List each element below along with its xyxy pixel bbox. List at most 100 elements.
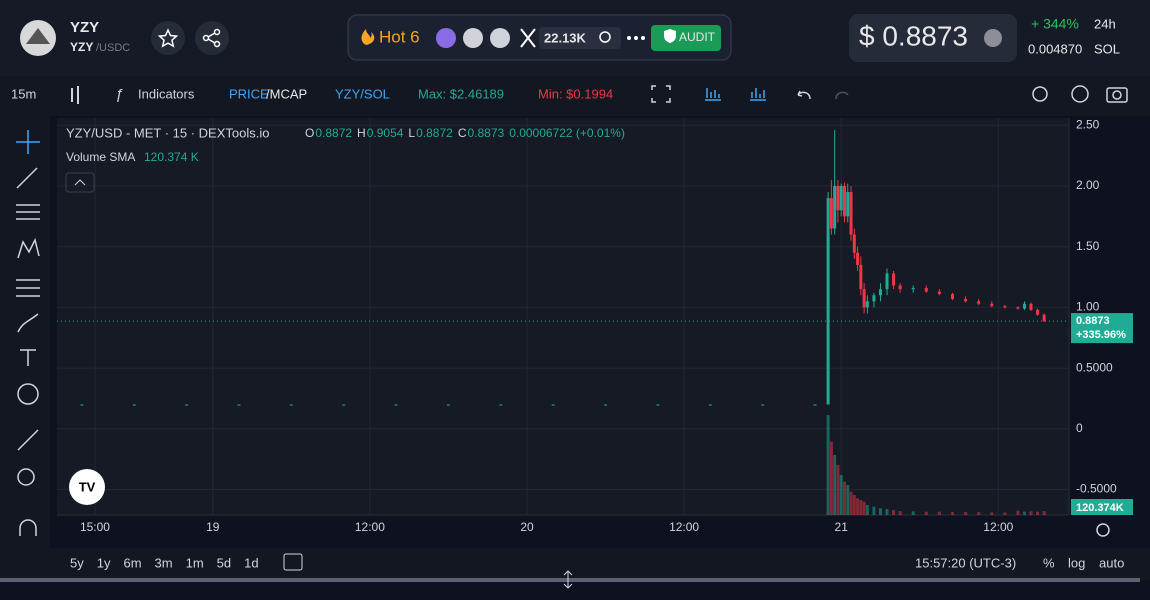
range-button[interactable]: 5d <box>217 555 231 570</box>
more-icon[interactable] <box>627 36 645 40</box>
volume-bar <box>1036 512 1039 515</box>
tv-logo-text: TV <box>79 479 96 494</box>
volume-bar <box>1003 513 1006 516</box>
ohlc-o: 0.8872 <box>315 126 352 140</box>
ohlc-c-label: C <box>458 126 467 140</box>
solana-icon[interactable] <box>436 28 456 48</box>
volume-bar <box>1030 511 1033 515</box>
range-button[interactable]: 3m <box>155 555 173 570</box>
info-icon[interactable] <box>984 29 1002 47</box>
candle-body <box>499 405 502 406</box>
candle-body <box>1043 315 1046 321</box>
volume-bar <box>912 511 915 515</box>
candle-body <box>133 405 136 406</box>
candle-body <box>237 405 240 406</box>
price-label: 0.8873 <box>1076 315 1110 327</box>
candle-body <box>925 288 928 292</box>
volume-bar <box>836 465 839 515</box>
pair-quote: /USDC <box>96 42 130 54</box>
candle-body <box>185 405 188 406</box>
candle-body <box>830 198 833 228</box>
x-tick-label: 15:00 <box>80 520 110 534</box>
price-toggle[interactable]: PRICE <box>229 86 269 101</box>
candle-body <box>866 301 869 307</box>
y-tick-label: 2.00 <box>1076 178 1100 192</box>
price-change-label: +335.96% <box>1076 329 1126 341</box>
candle-body <box>853 235 856 253</box>
volume-bar <box>899 511 902 515</box>
auto-toggle[interactable]: auto <box>1099 555 1124 570</box>
volume-bar <box>863 502 866 515</box>
x-tick-label: 19 <box>206 520 220 534</box>
volume-legend: Volume SMA <box>66 150 135 164</box>
candle-body <box>850 192 853 234</box>
volume-bar <box>856 498 859 515</box>
candle-body <box>859 265 862 289</box>
candle-body <box>840 186 843 210</box>
ohlc-o-label: O <box>305 126 314 140</box>
candle-body <box>447 405 450 406</box>
website-icon[interactable] <box>463 28 483 48</box>
volume-bar <box>833 455 836 515</box>
price: $ 0.8873 <box>859 20 968 51</box>
x-tick-label: 12:00 <box>355 520 385 534</box>
volume-bar <box>827 415 830 515</box>
volume-bar <box>1016 511 1019 515</box>
volume-bar <box>990 512 993 515</box>
range-button[interactable]: 1d <box>244 555 258 570</box>
min-price: Min: $0.1994 <box>538 86 613 101</box>
candle-body <box>1036 310 1039 315</box>
volume-bar <box>1023 512 1026 515</box>
x-tick-label: 12:00 <box>669 520 699 534</box>
favorite-button[interactable] <box>151 21 185 55</box>
volume-bar <box>1043 511 1046 515</box>
share-button[interactable] <box>195 21 229 55</box>
percent-toggle[interactable]: % <box>1043 555 1055 570</box>
fx-icon[interactable]: ƒ <box>115 86 123 103</box>
mcap-toggle[interactable]: /MCAP <box>266 86 307 101</box>
x-tick-label: 20 <box>520 520 534 534</box>
pair-base: YZY <box>70 40 93 54</box>
log-toggle[interactable]: log <box>1068 555 1085 570</box>
volume-bar <box>964 512 967 515</box>
ohlc-l-label: L <box>408 126 415 140</box>
candle-body <box>1003 306 1006 307</box>
candle-body <box>836 186 839 210</box>
volume-bar <box>859 500 862 515</box>
change: + 344% <box>1031 16 1079 32</box>
ohlc-c: 0.8873 <box>467 126 504 140</box>
volume-bar <box>925 512 928 515</box>
x-tick-label: 12:00 <box>983 520 1013 534</box>
y-tick-label: 0 <box>1076 421 1083 435</box>
candle-body <box>814 405 817 406</box>
resize-bar[interactable] <box>0 578 1140 582</box>
range-button[interactable]: 1y <box>97 555 111 570</box>
volume-bar <box>886 509 889 515</box>
range-button[interactable]: 1m <box>186 555 204 570</box>
interval[interactable]: 15m <box>11 86 36 101</box>
pair-switch[interactable]: YZY/SOL <box>335 86 390 101</box>
volume-bar <box>846 485 849 515</box>
hot-rank[interactable]: Hot 6 <box>379 27 420 46</box>
candle-body <box>395 405 398 406</box>
volume-bar <box>872 507 875 515</box>
candle-body <box>761 405 764 406</box>
clock: 15:57:20 (UTC-3) <box>915 555 1016 570</box>
candle-body <box>290 405 293 406</box>
chart-pane <box>57 118 1069 515</box>
volume-label: 120.374K <box>1076 502 1124 514</box>
telegram-icon[interactable] <box>490 28 510 48</box>
candle-body <box>964 299 967 301</box>
indicators[interactable]: Indicators <box>138 86 195 101</box>
range-button[interactable]: 6m <box>123 555 141 570</box>
candle-body <box>938 292 941 294</box>
range-button[interactable]: 5y <box>70 555 84 570</box>
legend-title: YZY/USD - MET · 15 · DEXTools.io <box>66 125 269 140</box>
candle-body <box>656 405 659 406</box>
y-tick-label: 1.50 <box>1076 239 1100 253</box>
candle-body <box>709 405 712 406</box>
candle-body <box>843 186 846 216</box>
max-price: Max: $2.46189 <box>418 86 504 101</box>
ohlc-h: 0.9054 <box>367 126 404 140</box>
